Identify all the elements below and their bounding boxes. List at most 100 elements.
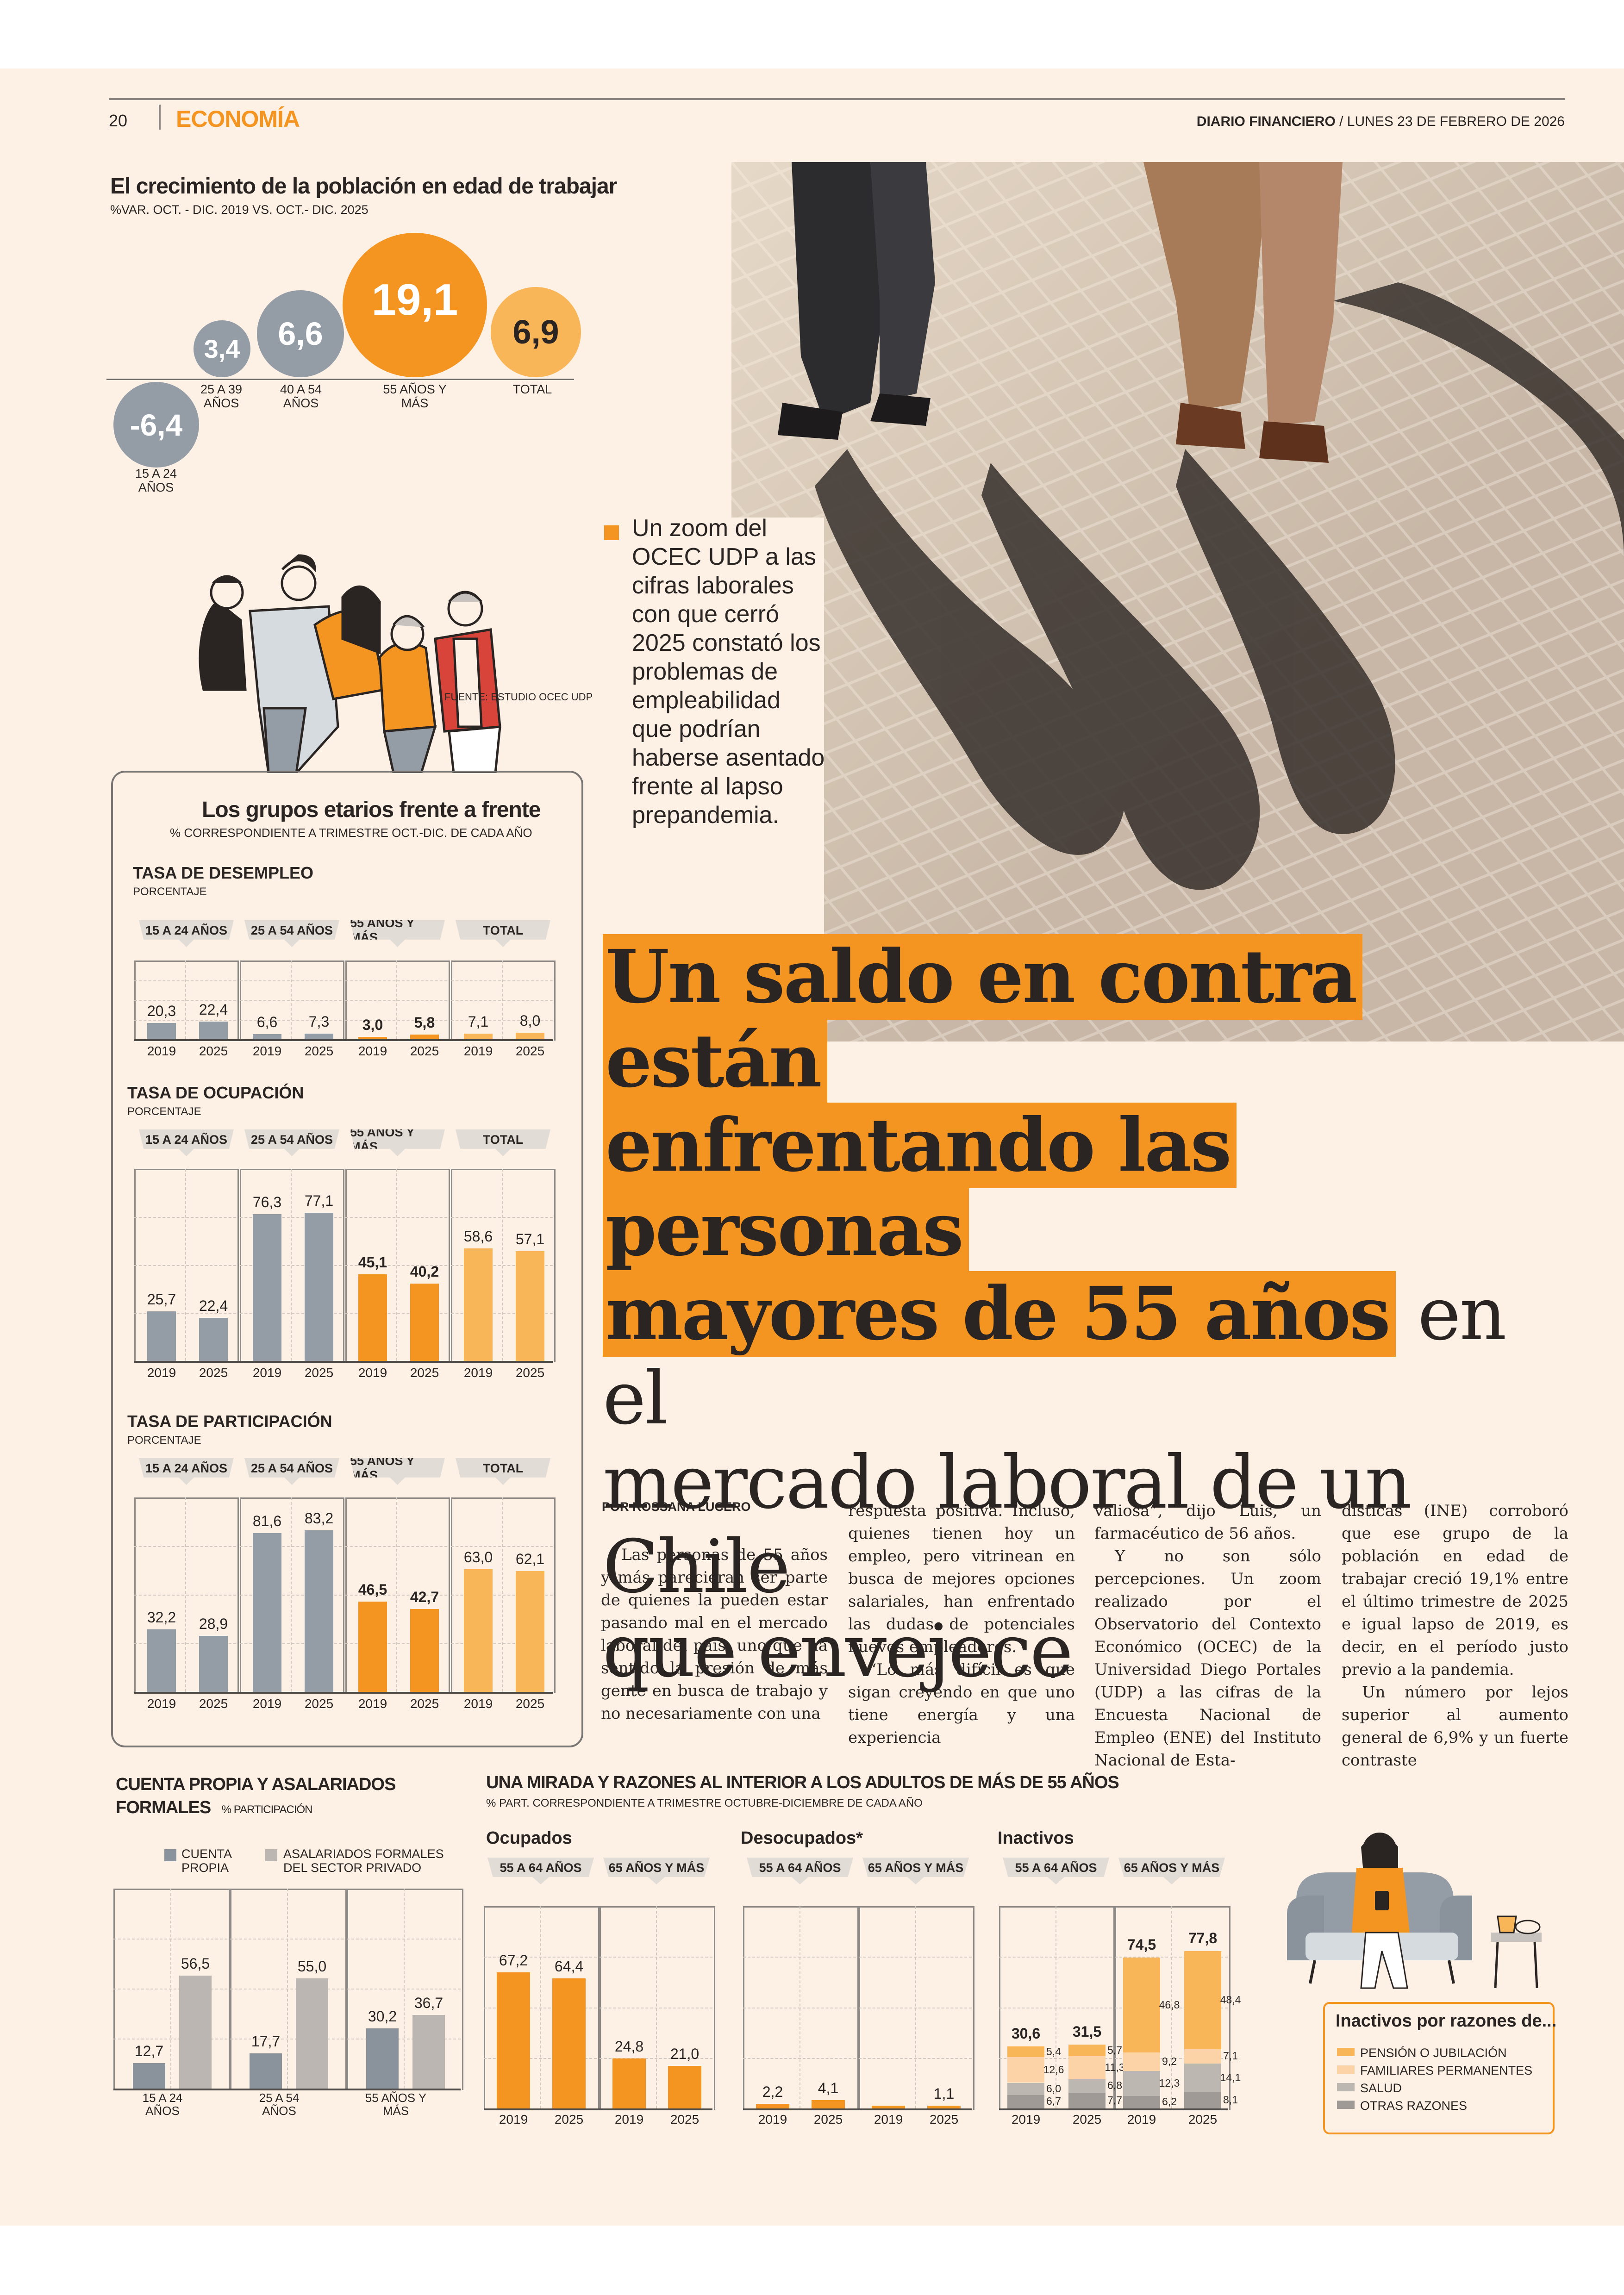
grid-line (451, 1546, 553, 1547)
grid-line (451, 1216, 553, 1218)
stack-salud (1123, 2071, 1160, 2096)
publication-date: / LUNES 23 DE FEBRERO DE 2026 (1339, 114, 1565, 129)
chart-baseline (484, 2108, 712, 2110)
bar-2025 (410, 1609, 439, 1692)
body-column-1: Las personas de 55 años y más parecieran… (601, 1544, 828, 1725)
grid-line (999, 2058, 1112, 2059)
age-group-tab: 25 A 54 AÑOS (244, 1458, 339, 1485)
headline-highlight-2: enfrentando las personas (603, 1103, 1237, 1272)
headline: Un saldo en contra están enfrentando las… (603, 934, 1575, 1694)
year-label: 2025 (515, 1044, 545, 1058)
stack-value-label: 6,0 (1046, 2082, 1061, 2095)
bar-asalariados (412, 2015, 445, 2089)
bar-2025 (199, 1318, 228, 1361)
bar-value-label: 6,6 (256, 1013, 278, 1030)
bar-value-label: 57,1 (515, 1231, 545, 1248)
bar-value-label: 56,5 (181, 1955, 210, 1972)
bar-value-label: 67,2 (499, 1952, 528, 1969)
legend-label: FAMILIARES PERMANENTES (1360, 2064, 1533, 2077)
caption-background (593, 518, 824, 934)
grid-line (240, 1643, 342, 1644)
grid-line (240, 980, 342, 981)
stack-value-label: 6,8 (1107, 2079, 1122, 2092)
header-rule (109, 98, 1565, 100)
grid-line (240, 1000, 342, 1001)
bubble-value: 6,9 (512, 313, 559, 351)
grid-line (451, 1595, 553, 1596)
grid-line (600, 1957, 712, 1958)
year-label: 2019 (1011, 2112, 1041, 2127)
grid-line (859, 2058, 972, 2059)
bar-value-label: 22,4 (199, 1297, 228, 1315)
stack-pensión-o-jubilación (1184, 1951, 1221, 2049)
tab-label: 15 A 24 AÑOS (145, 1461, 228, 1475)
bar-value-label: 76,3 (252, 1194, 282, 1211)
bar-value-label: 45,1 (358, 1254, 387, 1271)
legend-label-formal-employees: ASALARIADOS FORMALES DEL SECTOR PRIVADO (283, 1847, 444, 1875)
year-label: 2019 (147, 1696, 176, 1711)
stack-value-label: 5,7 (1107, 2044, 1122, 2056)
year-label: 2025 (670, 2112, 700, 2127)
grid-line (240, 1546, 342, 1547)
bar-2019 (464, 1248, 493, 1361)
grid-line (134, 1313, 236, 1314)
stack-familiares-permanentes (1184, 2049, 1221, 2064)
tab-label: 25 A 54 AÑOS (250, 923, 333, 937)
grid-line (134, 980, 236, 981)
body-column-2: respuesta positiva. Incluso, quienes tie… (848, 1500, 1075, 1749)
legend-label: OTRAS RAZONES (1360, 2099, 1468, 2113)
group-inactivos-title: Inactivos (998, 1828, 1074, 1848)
headline-rest-3: que envejece (603, 1609, 1073, 1694)
stack-salud (1068, 2079, 1106, 2093)
bar-2025 (305, 1213, 333, 1361)
grid-line (134, 1019, 236, 1021)
chart-title: TASA DE OCUPACIÓN (127, 1083, 304, 1102)
grid-line (451, 1019, 553, 1021)
stack-value-label: 11,3 (1105, 2061, 1125, 2073)
bar-cuenta-propia (366, 2028, 399, 2089)
bar-2019 (253, 1034, 281, 1039)
year-label: 2019 (252, 1366, 282, 1380)
grid-line (134, 1546, 236, 1547)
grid-line (345, 1216, 447, 1218)
grid-line (134, 1216, 236, 1218)
headline-rest-1: en el (603, 1272, 1506, 1441)
grid-line (451, 980, 553, 981)
page-number: 20 (109, 111, 128, 130)
bubble-label-25-39: 25 A 39 AÑOS (200, 382, 243, 410)
grid-line (451, 1313, 553, 1314)
grid-line (345, 1595, 447, 1596)
bar-cuenta-propia (250, 2053, 282, 2089)
chart-title: TASA DE DESEMPLEO (133, 863, 314, 882)
bar-2019 (358, 1274, 387, 1361)
total-value-label: 77,8 (1188, 1930, 1218, 1947)
body-column-4: dísticas (INE) corroboró que ese grupo d… (1342, 1500, 1568, 1772)
stack-familiares-permanentes (1123, 2052, 1160, 2071)
grid-line (134, 1595, 236, 1596)
year-label: 2025 (199, 1044, 228, 1058)
bubble-40-54: 6,6 (257, 290, 344, 377)
bar-value-label: 1,1 (933, 2085, 955, 2102)
bar-value-label: 62,1 (515, 1551, 545, 1568)
age-group-label: 55 AÑOS Y MÁS (365, 2091, 427, 2118)
header-separator (159, 105, 161, 130)
age-group-tab: 15 A 24 AÑOS (139, 1129, 234, 1156)
year-label: 2019 (358, 1696, 387, 1711)
age-group-label: 25 A 54 AÑOS (259, 2091, 300, 2118)
grid-line (230, 1939, 344, 1940)
grid-line (134, 1000, 236, 1001)
bar-value-label: 46,5 (358, 1581, 387, 1598)
year-label: 2025 (515, 1696, 545, 1711)
stack-familiares-permanentes (1068, 2056, 1106, 2079)
bar-2019 (253, 1533, 281, 1692)
headline-highlight-1: Un saldo en contra están (603, 934, 1363, 1104)
bubble-value: 3,4 (204, 334, 240, 363)
tab-label: 15 A 24 AÑOS (145, 1132, 228, 1147)
stack-otras-razones (1007, 2095, 1044, 2108)
stack-value-label: 12,3 (1159, 2077, 1180, 2089)
year-label: 2025 (929, 2112, 959, 2127)
grid-line (345, 1000, 447, 1001)
stack-pensión-o-jubilación (1068, 2045, 1106, 2057)
bar-2025 (199, 1021, 228, 1039)
bar-desocupados (756, 2104, 789, 2108)
